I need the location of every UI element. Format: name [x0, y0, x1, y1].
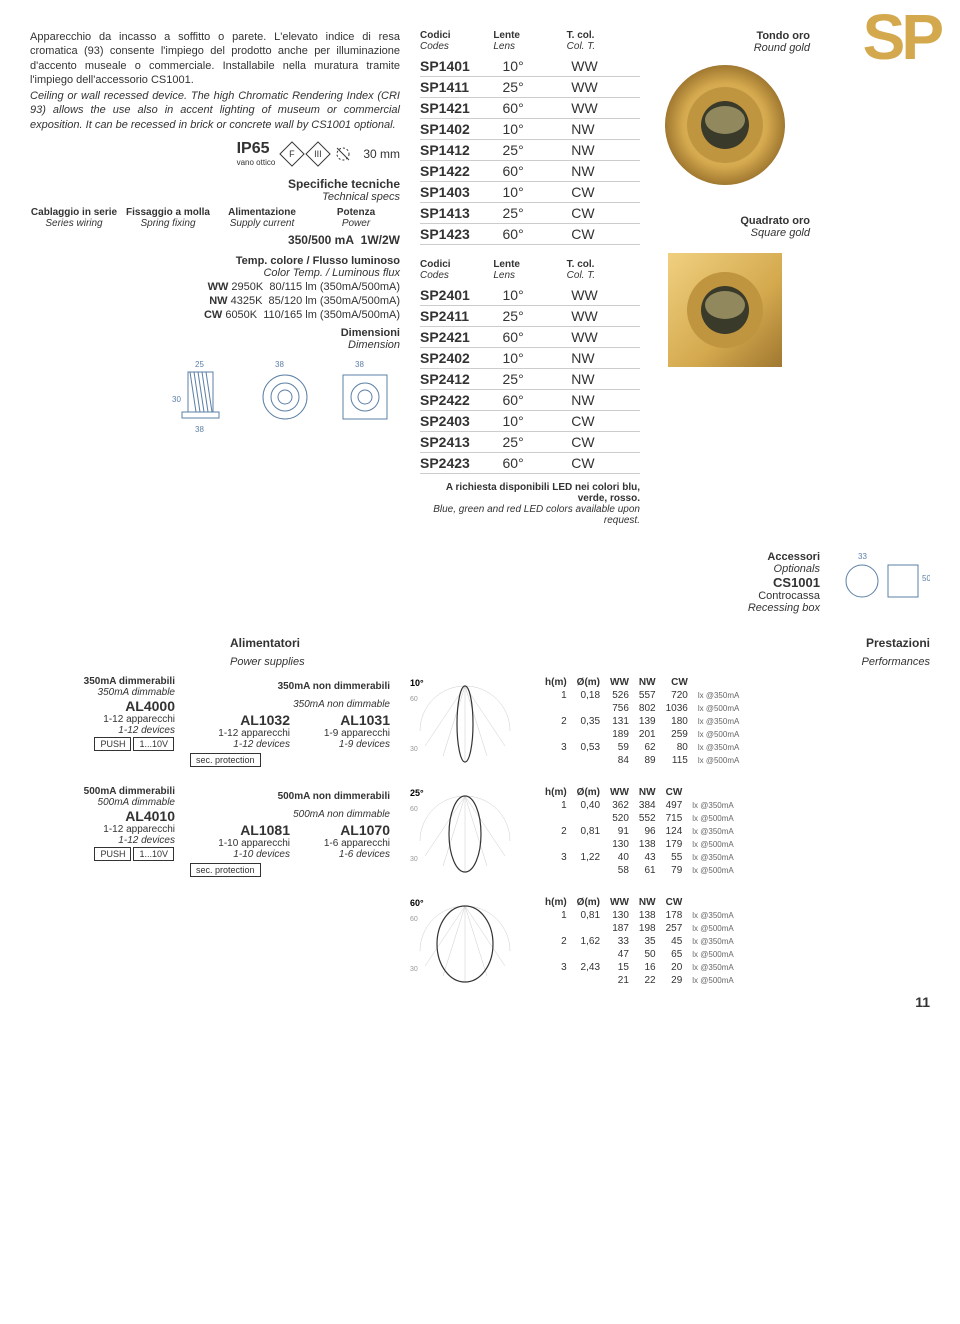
specs-columns: Cablaggio in serieSeries wiring Fissaggio… [30, 207, 400, 229]
code-row: SP141125°WW [420, 77, 640, 98]
cutout-dim: 30 mm [363, 147, 400, 161]
code-row: SP140110°WW [420, 56, 640, 77]
accessories-title-it: Accessori [748, 551, 820, 563]
top-section: Apparecchio da incasso a soffitto o pare… [30, 30, 930, 526]
code-row: SP142360°CW [420, 224, 640, 245]
accessory-desc-it: Controcassa [748, 590, 820, 602]
description-en: Ceiling or wall recessed device. The hig… [30, 89, 400, 132]
performance-table: h(m)Ø(m)WWNWCW10,40362384497lx @350mA520… [540, 786, 739, 877]
performance-table: h(m)Ø(m)WWNWCW10,18526557720lx @350mA756… [540, 676, 744, 767]
code-row: SP142160°WW [420, 98, 640, 119]
svg-text:30: 30 [410, 856, 418, 863]
luminous-line: CW 6050K 110/165 lm (350mA/500mA) [30, 309, 400, 321]
code-row: SP242360°CW [420, 453, 640, 474]
code-row: SP240310°CW [420, 411, 640, 432]
code-row: SP241125°WW [420, 306, 640, 327]
svg-text:38: 38 [275, 360, 284, 369]
svg-text:30: 30 [172, 395, 181, 404]
polar-diagram: 25° 60 30 [405, 786, 525, 876]
polar-diagram: 10° 60 30 [405, 676, 525, 766]
product-logo: SP [863, 0, 940, 74]
svg-text:38: 38 [195, 425, 204, 434]
ip-rating-row: IP65 vano ottico F III 30 mm [30, 140, 400, 167]
polar-diagram: 60° 60 30 [405, 896, 525, 986]
luminous-line: WW 2950K 80/115 lm (350mA/500mA) [30, 281, 400, 293]
codes-table-1: SP140110°WWSP141125°WWSP142160°WWSP14021… [420, 56, 640, 245]
spec-column: Fissaggio a mollaSpring fixing [124, 207, 212, 229]
performance-table: h(m)Ø(m)WWNWCW10,81130138178lx @350mA187… [540, 896, 739, 987]
dimension-drawings: 25 30 38 38 38 [30, 357, 400, 437]
luminous-lines: WW 2950K 80/115 lm (350mA/500mA) NW 4325K… [30, 281, 400, 321]
svg-text:30: 30 [410, 966, 418, 973]
svg-text:60: 60 [410, 806, 418, 813]
svg-text:60: 60 [410, 696, 418, 703]
svg-text:30: 30 [410, 746, 418, 753]
ps-dimmable-block: 500mA dimmerabili500mA dimmable AL4010 1… [30, 786, 175, 862]
luminous-line: NW 4325K 85/120 lm (350mA/500mA) [30, 295, 400, 307]
dim-round-view: 38 [250, 357, 320, 437]
svg-text:25: 25 [195, 360, 204, 369]
code-row: SP241325°CW [420, 432, 640, 453]
codes-header-1: CodiciCodes LenteLens T. col.Col. T. [420, 30, 640, 52]
variants-column: Tondo oro Round gold Quadrato oro Square… [660, 30, 810, 526]
dim-side-view: 25 30 38 [170, 357, 240, 437]
accessories-section: Accessori Optionals CS1001 Controcassa R… [30, 551, 930, 614]
svg-text:60°: 60° [410, 898, 424, 908]
variant-round-image [660, 60, 790, 190]
code-row: SP241225°NW [420, 369, 640, 390]
code-row: SP242260°NW [420, 390, 640, 411]
svg-text:60: 60 [410, 916, 418, 923]
ps-nondimmable-block: 350mA non dimmerabili350mA non dimmable … [190, 676, 390, 768]
accessory-desc-en: Recessing box [748, 602, 820, 614]
power-supply-rows: 350mA dimmerabili350mA dimmable AL4000 1… [30, 676, 930, 987]
variant-square-image [660, 245, 790, 375]
code-row: SP140310°CW [420, 182, 640, 203]
codes-table-2: SP240110°WWSP241125°WWSP242160°WWSP24021… [420, 285, 640, 474]
code-row: SP140210°NW [420, 119, 640, 140]
description-it: Apparecchio da incasso a soffitto o pare… [30, 30, 400, 87]
code-row: SP242160°WW [420, 327, 640, 348]
codes-header-2: CodiciCodes LenteLens T. col.Col. T. [420, 259, 640, 281]
bottom-section: AlimentatoriPower supplies PrestazioniPe… [30, 634, 930, 987]
svg-text:38: 38 [355, 360, 364, 369]
led-colors-note: A richiesta disponibili LED nei colori b… [420, 482, 640, 526]
ps-title: AlimentatoriPower supplies [230, 634, 305, 670]
variant-round-label: Tondo oro Round gold [660, 30, 810, 54]
cutout-icon [335, 146, 355, 162]
svg-text:33: 33 [858, 552, 867, 561]
left-column: Apparecchio da incasso a soffitto o pare… [30, 30, 400, 526]
page-number: 11 [915, 994, 930, 1010]
supply-power: 350/500 mA 1W/2W [30, 233, 400, 247]
variant-square-label: Quadrato oro Square gold [660, 215, 810, 239]
perf-title: PrestazioniPerformances [862, 634, 930, 670]
code-row: SP141325°CW [420, 203, 640, 224]
class-f-icon: F [280, 141, 305, 166]
specs-title: Specifiche tecniche Technical specs [30, 177, 400, 203]
ip-sub: vano ottico [237, 158, 276, 167]
code-row: SP240210°NW [420, 348, 640, 369]
spec-column: AlimentazioneSupply current [218, 207, 306, 229]
ip-rating: IP65 [237, 140, 270, 157]
accessory-code: CS1001 [748, 575, 820, 590]
svg-text:50: 50 [922, 574, 930, 583]
spec-column: PotenzaPower [312, 207, 400, 229]
luminous-title: Temp. colore / Flusso luminoso Color Tem… [30, 255, 400, 279]
code-row: SP142260°NW [420, 161, 640, 182]
svg-text:10°: 10° [410, 678, 424, 688]
ps-dimmable-block: 350mA dimmerabili350mA dimmable AL4000 1… [30, 676, 175, 752]
class-iii-icon: III [306, 141, 331, 166]
accessories-title-en: Optionals [748, 563, 820, 575]
code-row: SP141225°NW [420, 140, 640, 161]
codes-column: CodiciCodes LenteLens T. col.Col. T. SP1… [420, 30, 640, 526]
ps-nondimmable-block: 500mA non dimmerabili500mA non dimmable … [190, 786, 390, 878]
svg-text:25°: 25° [410, 788, 424, 798]
code-row: SP240110°WW [420, 285, 640, 306]
accessory-drawing: 33 50 [840, 551, 930, 606]
dimensions-title: Dimensioni Dimension [30, 327, 400, 351]
dim-square-view: 38 [330, 357, 400, 437]
spec-column: Cablaggio in serieSeries wiring [30, 207, 118, 229]
